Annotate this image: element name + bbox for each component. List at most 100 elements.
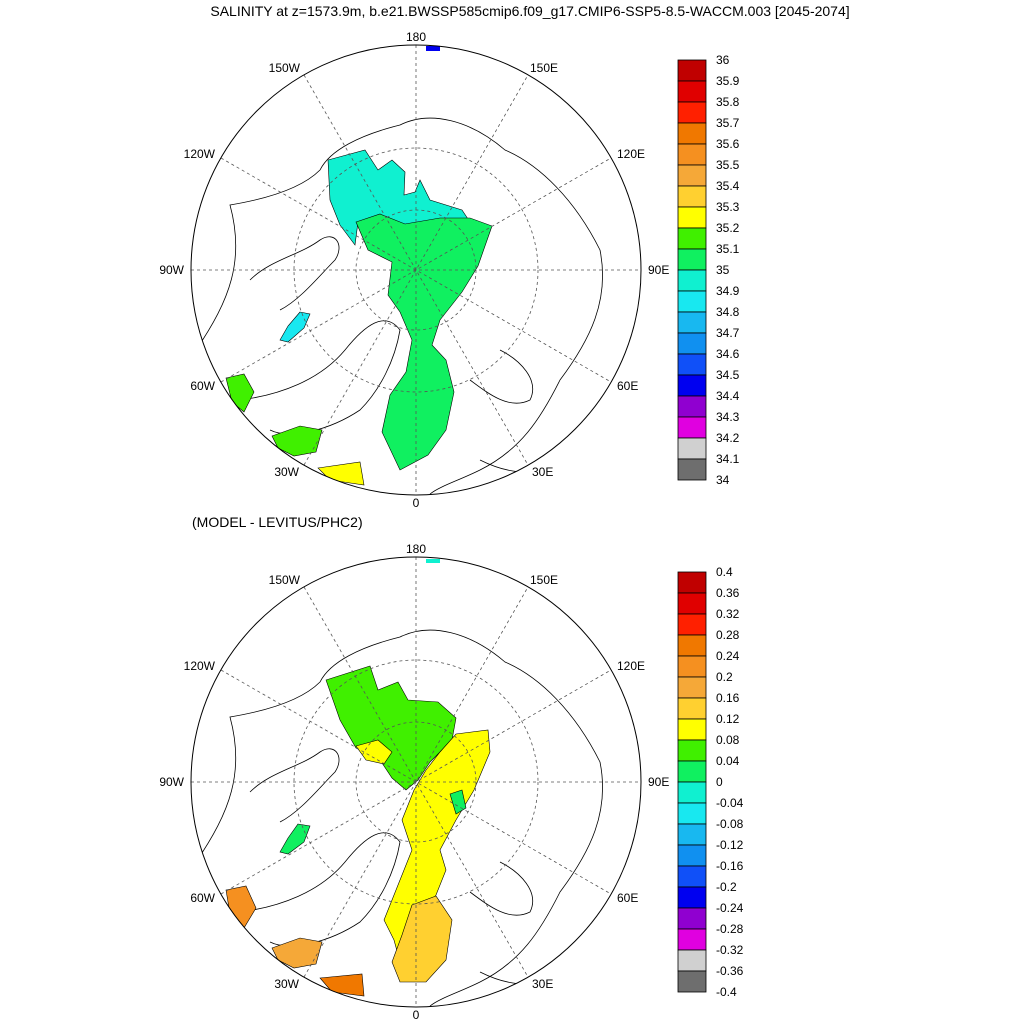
region-canada-patch xyxy=(355,739,393,765)
colorbar-swatch xyxy=(677,458,707,481)
difference-field xyxy=(195,559,603,1007)
lon-label-150e: 150E xyxy=(530,573,558,587)
lon-label-120e: 120E xyxy=(617,147,645,161)
colorbar-swatch xyxy=(677,206,707,229)
region-baffin xyxy=(279,823,311,855)
colorbar-swatch xyxy=(677,395,707,418)
colorbar-swatch xyxy=(677,970,707,993)
colorbar-label: -0.28 xyxy=(716,922,744,936)
lon-label-90w: 90W xyxy=(159,263,184,277)
colorbar-swatch xyxy=(677,59,707,82)
colorbar-label: -0.16 xyxy=(716,859,744,873)
colorbar-swatch xyxy=(677,290,707,313)
coastline xyxy=(469,349,541,473)
map-boundary xyxy=(190,556,642,1008)
colorbar-label: 35.8 xyxy=(716,95,740,109)
colorbar-swatch xyxy=(677,802,707,825)
colorbar-label: 35.6 xyxy=(716,137,740,151)
colorbar-swatch xyxy=(677,865,707,888)
colorbar-swatch xyxy=(677,571,707,594)
lon-label-0: 0 xyxy=(413,1008,420,1022)
lon-label-0: 0 xyxy=(413,496,420,510)
colorbar-swatch xyxy=(677,332,707,355)
lon-label-180: 180 xyxy=(406,542,426,556)
region-ne-atlantic xyxy=(319,973,365,997)
figure-title: SALINITY at z=1573.9m, b.e21.BWSSP585cmi… xyxy=(210,3,849,19)
colorbar-swatch xyxy=(677,634,707,657)
colorbar-label: 0.08 xyxy=(716,733,740,747)
coastline xyxy=(249,748,340,823)
colorbar-swatch xyxy=(677,655,707,678)
colorbar-label: 0.4 xyxy=(716,565,733,579)
lon-label-30w: 30W xyxy=(274,977,299,991)
colorbar-swatch xyxy=(677,248,707,271)
lon-label-150w: 150W xyxy=(269,573,301,587)
colorbar-label: 0.24 xyxy=(716,649,740,663)
region-irminger xyxy=(271,937,323,969)
lon-label-30e: 30E xyxy=(532,465,553,479)
colorbar-swatch xyxy=(677,592,707,615)
colorbar-label: 34 xyxy=(716,473,730,487)
coastline xyxy=(195,629,603,1007)
colorbar-swatch xyxy=(677,122,707,145)
colorbar-swatch xyxy=(677,185,707,208)
lon-label-180: 180 xyxy=(406,30,426,44)
colorbar-label: -0.08 xyxy=(716,817,744,831)
colorbar-swatch xyxy=(677,844,707,867)
colorbar-label: 35.2 xyxy=(716,221,740,235)
region-baffin xyxy=(279,311,311,343)
lon-label-60e: 60E xyxy=(617,891,638,905)
coastline xyxy=(469,861,541,985)
colorbar-swatch xyxy=(677,760,707,783)
coastline xyxy=(195,117,603,495)
region-ne-atlantic xyxy=(317,461,365,486)
colorbar-label: 36 xyxy=(716,53,730,67)
coastline xyxy=(239,320,401,435)
lon-label-120w: 120W xyxy=(184,659,216,673)
lon-label-60w: 60W xyxy=(190,379,215,393)
salinity-colorbar: 36 35.9 35.8 35.7 35.6 35.5 35.4 35.3 35.2 35.1 35… xyxy=(677,53,740,487)
colorbar-label: 34.5 xyxy=(716,368,740,382)
colorbar-label: 35.9 xyxy=(716,74,740,88)
colorbar-label: 35.3 xyxy=(716,200,740,214)
coastline xyxy=(249,236,340,311)
region-eurasian-fram xyxy=(355,213,493,471)
colorbar-label: -0.24 xyxy=(716,901,744,915)
colorbar-swatch xyxy=(677,781,707,804)
difference-map-panel: 180 150E 120E 90E 60E 30E 0 30W 60W 90W … xyxy=(159,542,743,1022)
colorbar-label: 34.8 xyxy=(716,305,740,319)
salinity-map-panel: 180 150E 120E 90E 60E 30E 0 30W 60W 90W … xyxy=(159,30,739,510)
lon-label-150w: 150W xyxy=(269,61,301,75)
colorbar-label: 34.7 xyxy=(716,326,740,340)
graticule xyxy=(191,557,641,1007)
colorbar-label: 35.5 xyxy=(716,158,740,172)
lon-label-90w: 90W xyxy=(159,775,184,789)
lon-label-60w: 60W xyxy=(190,891,215,905)
lon-label-150e: 150E xyxy=(530,61,558,75)
colorbar-label: -0.36 xyxy=(716,964,744,978)
colorbar-label: 34.9 xyxy=(716,284,740,298)
lon-label-30w: 30W xyxy=(274,465,299,479)
colorbar-label: 34.1 xyxy=(716,452,740,466)
colorbar-swatch xyxy=(677,823,707,846)
colorbar-swatch xyxy=(677,227,707,250)
colorbar-label: 0.16 xyxy=(716,691,740,705)
colorbar-label: -0.4 xyxy=(716,985,737,999)
colorbar-swatch xyxy=(677,374,707,397)
colorbar-swatch xyxy=(677,613,707,636)
colorbar-swatch xyxy=(677,80,707,103)
difference-colorbar: 0.4 0.36 0.32 0.28 0.24 0.2 0.16 0.12 0.08 0.04 0 -… xyxy=(677,565,744,999)
colorbar-label: 0.2 xyxy=(716,670,733,684)
coastline xyxy=(239,832,401,947)
colorbar-swatch xyxy=(677,697,707,720)
region-bering xyxy=(426,46,440,51)
colorbar-label: 35 xyxy=(716,263,730,277)
colorbar-swatch xyxy=(677,353,707,376)
colorbar-label: 34.6 xyxy=(716,347,740,361)
colorbar-label: 0.36 xyxy=(716,586,740,600)
colorbar-label: -0.12 xyxy=(716,838,744,852)
colorbar-label: 0.04 xyxy=(716,754,740,768)
colorbar-label: 0.28 xyxy=(716,628,740,642)
map-boundary xyxy=(190,44,642,496)
